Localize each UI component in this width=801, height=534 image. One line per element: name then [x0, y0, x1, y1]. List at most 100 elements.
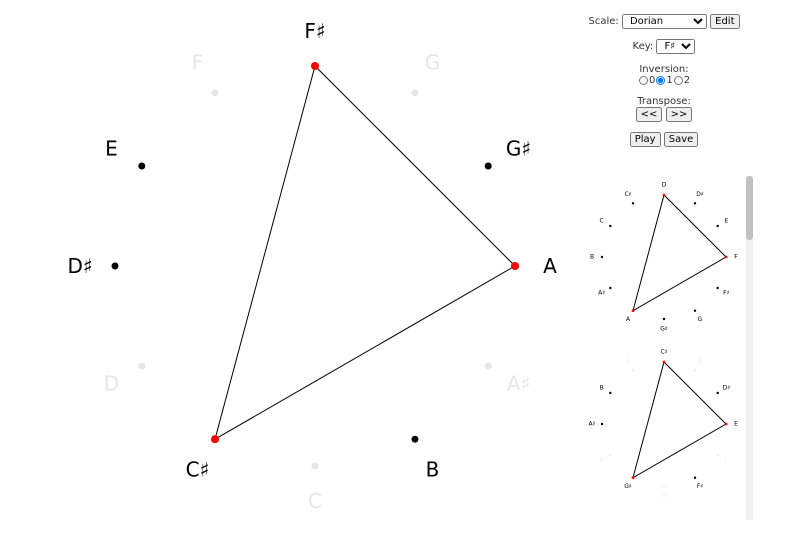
- note-label: C♯: [624, 191, 631, 198]
- note-dot: [716, 453, 719, 457]
- note-label: F: [725, 457, 729, 464]
- scale-select[interactable]: Dorian: [621, 14, 707, 29]
- note-label: C♯: [186, 458, 210, 482]
- action-row: Play Save: [579, 132, 749, 147]
- note-label: E: [734, 421, 738, 428]
- note-label: G♯: [624, 483, 632, 490]
- note-dot: [716, 224, 719, 228]
- note-dot: [138, 162, 146, 170]
- key-label: Key:: [632, 41, 654, 52]
- note-label: G♯: [660, 326, 668, 333]
- key-select[interactable]: F♯: [656, 39, 696, 54]
- note-dot: [609, 286, 612, 290]
- note-dot: [693, 309, 697, 312]
- note-label: C: [626, 358, 630, 365]
- note-dot: [693, 476, 697, 479]
- note-label: F: [734, 254, 738, 261]
- save-button[interactable]: Save: [663, 132, 699, 147]
- note-label: B: [426, 458, 440, 482]
- thumbnail-list: D D♯ E F F♯ G G♯ A A♯ B C C♯ C♯ D D♯ E F F♯ G G♯ A A♯ B C: [580, 176, 745, 520]
- note-dot: [716, 391, 719, 395]
- note-dot: [609, 224, 612, 228]
- note-dot: [662, 360, 666, 364]
- note-dot: [693, 202, 697, 205]
- note-label: A: [600, 457, 605, 464]
- note-dot: [724, 255, 728, 259]
- main-wheel: F♯ G G♯ A A♯ B C C♯ D D♯ E F: [67, 19, 557, 513]
- play-button[interactable]: Play: [629, 132, 661, 147]
- note-dot: [631, 369, 635, 372]
- note-label: G: [698, 316, 703, 323]
- note-label: A: [626, 316, 631, 323]
- scale-label: Scale:: [588, 16, 619, 27]
- note-dot: [138, 362, 146, 370]
- note-dot: [609, 453, 612, 457]
- note-dot: [311, 462, 319, 470]
- note-label: C: [600, 218, 604, 225]
- note-label: G♯: [506, 137, 531, 161]
- note-dot: [211, 89, 219, 97]
- note-label: D♯: [723, 385, 731, 392]
- note-label: C♯: [660, 349, 667, 356]
- note-label: D♯: [67, 254, 92, 278]
- edit-button[interactable]: Edit: [710, 14, 740, 29]
- note-label: D: [662, 182, 667, 189]
- chord-polygon: [632, 194, 727, 312]
- transpose-row: Transpose: << >>: [579, 96, 749, 122]
- note-dot: [484, 362, 492, 370]
- note-dot: [411, 435, 419, 443]
- inversion-option-label: 0: [648, 75, 656, 86]
- note-dot: [693, 369, 697, 372]
- inversion-radio[interactable]: [656, 75, 666, 85]
- note-label: A: [543, 254, 557, 278]
- scrollbar-thumb[interactable]: [746, 176, 753, 240]
- note-label: D♯: [696, 191, 704, 198]
- note-label: C: [308, 489, 322, 513]
- note-dot: [510, 261, 520, 271]
- key-row: Key: F♯: [579, 39, 749, 54]
- inversion-option-label: 2: [683, 75, 691, 86]
- note-dot: [600, 255, 604, 259]
- transpose-down[interactable]: <<: [635, 107, 663, 122]
- note-dot: [111, 262, 119, 270]
- note-label: B: [600, 385, 604, 392]
- note-dot: [724, 422, 728, 426]
- note-dot: [662, 317, 666, 321]
- chord-polygon: [632, 361, 727, 479]
- inversion-radio[interactable]: [638, 75, 648, 85]
- note-label: E: [105, 137, 118, 161]
- note-label: E: [724, 218, 728, 225]
- note-dot: [210, 435, 220, 444]
- note-label: D: [698, 358, 703, 365]
- note-label: F♯: [304, 19, 325, 43]
- note-dot: [662, 193, 666, 197]
- note-dot: [411, 89, 419, 97]
- transpose-up[interactable]: >>: [665, 107, 693, 122]
- note-label: G: [425, 50, 441, 74]
- note-dot: [631, 309, 635, 313]
- scale-row: Scale: Dorian Edit: [579, 14, 749, 29]
- note-label: F♯: [723, 290, 729, 297]
- inversion-option-label: 1: [666, 75, 673, 86]
- note-label: B: [590, 254, 594, 261]
- note-dot: [662, 484, 666, 488]
- chord-polygon: [214, 65, 516, 441]
- note-dot: [716, 286, 719, 290]
- note-label: A♯: [507, 372, 530, 396]
- note-dot: [631, 202, 635, 205]
- note-dot: [600, 422, 604, 426]
- note-label: G: [662, 493, 667, 500]
- transpose-label: Transpose:: [637, 96, 691, 107]
- note-label: A♯: [598, 290, 605, 297]
- note-label: D: [104, 372, 119, 396]
- scrollbar[interactable]: [746, 176, 753, 520]
- note-dot: [484, 162, 492, 170]
- inversion-radio[interactable]: [673, 75, 683, 85]
- note-label: A♯: [588, 421, 595, 428]
- note-dot: [310, 61, 320, 71]
- note-dot: [631, 476, 635, 480]
